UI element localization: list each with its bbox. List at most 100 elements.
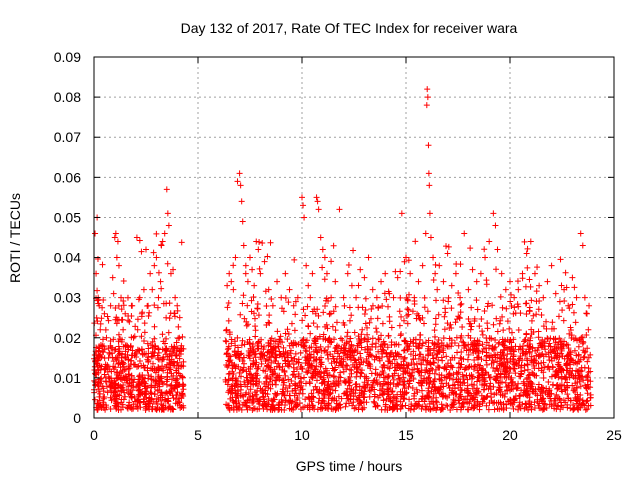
data-point — [538, 365, 545, 372]
data-point — [469, 266, 476, 273]
data-point — [234, 334, 241, 341]
data-point — [151, 302, 158, 309]
data-point — [249, 266, 256, 273]
data-point — [491, 406, 498, 413]
data-point — [411, 361, 418, 368]
data-point — [397, 398, 404, 405]
data-point — [469, 375, 476, 382]
data-point — [480, 396, 487, 403]
x-tick-label: 20 — [502, 427, 518, 443]
data-point — [554, 353, 561, 360]
data-point — [539, 336, 546, 343]
data-point — [229, 368, 236, 375]
data-point — [348, 344, 355, 351]
data-point — [174, 302, 181, 309]
data-point — [333, 319, 340, 326]
data-point — [373, 294, 380, 301]
data-point — [492, 376, 499, 383]
y-tick-label: 0.04 — [54, 250, 81, 266]
data-point — [369, 335, 376, 342]
data-point — [384, 344, 391, 351]
data-point — [242, 391, 249, 398]
data-point — [372, 343, 379, 350]
data-point — [415, 345, 422, 352]
data-point — [401, 258, 408, 265]
data-point — [542, 346, 549, 353]
data-point — [138, 346, 145, 353]
data-point — [322, 404, 329, 411]
data-point — [294, 394, 301, 401]
data-point — [341, 350, 348, 357]
data-point — [584, 406, 591, 413]
data-point — [152, 382, 159, 389]
data-point — [382, 403, 389, 410]
data-point — [285, 376, 292, 383]
data-point — [440, 335, 447, 342]
data-point — [236, 170, 243, 177]
data-point — [270, 402, 277, 409]
data-point — [148, 384, 155, 391]
data-point — [381, 340, 388, 347]
data-point — [471, 356, 478, 363]
data-point — [269, 302, 276, 309]
data-point — [426, 182, 433, 189]
data-point — [534, 264, 541, 271]
data-point — [318, 400, 325, 407]
data-point — [269, 403, 276, 410]
data-point — [524, 392, 531, 399]
data-point — [308, 374, 315, 381]
data-point — [369, 341, 376, 348]
data-point — [456, 315, 463, 322]
data-point — [281, 392, 288, 399]
data-point — [314, 349, 321, 356]
data-point — [555, 313, 562, 320]
data-point — [404, 320, 411, 327]
data-point — [502, 363, 509, 370]
data-point — [156, 383, 163, 390]
data-point — [149, 286, 156, 293]
data-point — [231, 338, 238, 345]
data-point — [375, 336, 382, 343]
data-point — [154, 352, 161, 359]
data-point — [120, 326, 127, 333]
data-point — [427, 234, 434, 241]
data-point — [111, 402, 118, 409]
data-point — [314, 377, 321, 384]
data-point — [331, 373, 338, 380]
data-point — [241, 378, 248, 385]
data-point — [323, 270, 330, 277]
data-point — [432, 270, 439, 277]
data-point — [159, 331, 166, 338]
data-point — [101, 371, 108, 378]
data-point — [332, 382, 339, 389]
data-point — [380, 378, 387, 385]
data-point — [520, 391, 527, 398]
data-point — [415, 278, 422, 285]
data-point — [139, 374, 146, 381]
data-point — [141, 329, 148, 336]
data-point — [326, 391, 333, 398]
data-point — [250, 357, 257, 364]
data-point — [548, 262, 555, 269]
data-point — [268, 353, 275, 360]
data-point — [159, 365, 166, 372]
data-point — [110, 336, 117, 343]
data-point — [343, 366, 350, 373]
data-point — [362, 346, 369, 353]
data-point — [306, 395, 313, 402]
data-point — [504, 359, 511, 366]
data-point — [493, 315, 500, 322]
data-point — [587, 351, 594, 358]
data-point — [438, 372, 445, 379]
data-point — [335, 350, 342, 357]
data-point — [294, 401, 301, 408]
data-point — [115, 262, 122, 269]
y-tick-label: 0.07 — [54, 129, 81, 145]
data-point — [241, 315, 248, 322]
data-point — [239, 358, 246, 365]
data-point — [256, 405, 263, 412]
data-point — [326, 311, 333, 318]
data-point — [113, 320, 120, 327]
data-point — [391, 370, 398, 377]
data-point — [225, 300, 232, 307]
